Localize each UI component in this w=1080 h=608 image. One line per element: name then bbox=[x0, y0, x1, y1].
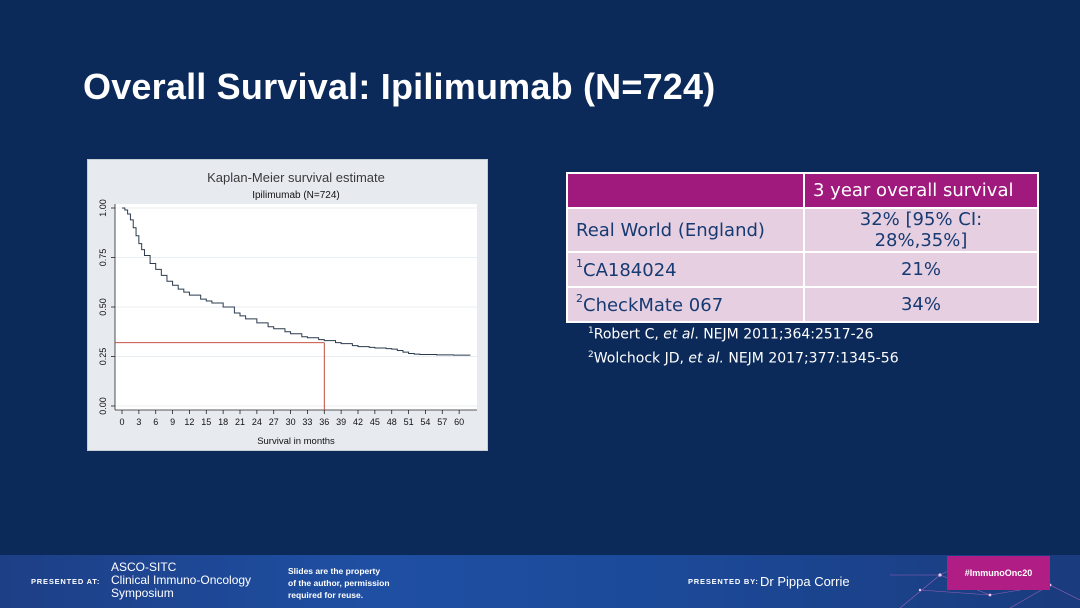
meeting-line: Symposium bbox=[111, 586, 174, 600]
chart-subtitle: Ipilimumab (N=724) bbox=[252, 190, 340, 201]
note-line: of the author, permission bbox=[288, 578, 390, 588]
table-header-row: 3 year overall survival bbox=[566, 172, 1039, 209]
x-axis-label: Survival in months bbox=[257, 436, 335, 447]
slide-title: Overall Survival: Ipilimumab (N=724) bbox=[83, 66, 716, 107]
row-label: Real World (England) bbox=[576, 220, 765, 241]
x-tick-label: 27 bbox=[269, 417, 279, 427]
table-header-survival: 3 year overall survival bbox=[803, 172, 1039, 209]
x-tick-label: 54 bbox=[420, 417, 430, 427]
x-tick-label: 45 bbox=[370, 417, 380, 427]
ref-text: NEJM 2017;377:1345-56 bbox=[723, 350, 899, 367]
reference-item: 2Wolchock JD, et al. NEJM 2017;377:1345-… bbox=[588, 345, 899, 369]
x-tick-label: 15 bbox=[201, 417, 211, 427]
ref-text: . NEJM 2011;364:2517-26 bbox=[694, 326, 874, 343]
y-tick-label: 0.50 bbox=[98, 298, 108, 316]
x-tick-label: 30 bbox=[286, 417, 296, 427]
references: 1Robert C, et al. NEJM 2011;364:2517-26 … bbox=[588, 321, 899, 368]
table-cell-value: 32% [95% CI: 28%,35%] bbox=[803, 207, 1039, 253]
table-cell-value: 21% bbox=[803, 251, 1039, 288]
y-tick-label: 0.25 bbox=[98, 348, 108, 366]
reference-item: 1Robert C, et al. NEJM 2011;364:2517-26 bbox=[588, 321, 899, 345]
x-tick-label: 51 bbox=[404, 417, 414, 427]
ref-text: Robert C, bbox=[593, 326, 664, 343]
ref-italic: et al bbox=[663, 326, 695, 343]
x-tick-label: 39 bbox=[336, 417, 346, 427]
table-cell-label: Real World (England) bbox=[566, 207, 805, 253]
meeting-line: ASCO-SITC bbox=[111, 560, 177, 574]
ref-text: Wolchock JD, bbox=[593, 350, 689, 367]
y-tick-label: 0.75 bbox=[98, 249, 108, 267]
y-tick-label: 1.00 bbox=[98, 199, 108, 217]
table-cell-value: 34% bbox=[803, 286, 1039, 323]
x-tick-label: 18 bbox=[218, 417, 228, 427]
x-tick-label: 0 bbox=[119, 417, 124, 427]
kaplan-meier-chart: Kaplan-Meier survival estimate Ipilimuma… bbox=[87, 159, 488, 451]
table-row: Real World (England) 32% [95% CI: 28%,35… bbox=[566, 207, 1039, 253]
ref-italic: et al. bbox=[688, 350, 724, 367]
x-tick-label: 24 bbox=[252, 417, 262, 427]
ref-superscript: 1 bbox=[588, 326, 594, 336]
chart-title: Kaplan-Meier survival estimate bbox=[207, 170, 385, 185]
presented-by-label: PRESENTED BY: bbox=[688, 577, 759, 586]
x-tick-label: 36 bbox=[319, 417, 329, 427]
x-tick-label: 6 bbox=[153, 417, 158, 427]
x-tick-label: 57 bbox=[437, 417, 447, 427]
meeting-name: ASCO-SITC Clinical Immuno-Oncology Sympo… bbox=[111, 561, 251, 600]
survival-curve bbox=[122, 207, 471, 356]
row-label: CA184024 bbox=[583, 259, 677, 281]
note-line: Slides are the property bbox=[288, 566, 381, 576]
table-cell-label: 2CheckMate 067 bbox=[566, 286, 805, 323]
x-tick-label: 3 bbox=[136, 417, 141, 427]
note-line: required for reuse. bbox=[288, 590, 364, 600]
footer-bar: PRESENTED AT: ASCO-SITC Clinical Immuno-… bbox=[0, 555, 1080, 608]
row-superscript: 2 bbox=[576, 291, 583, 305]
x-tick-label: 33 bbox=[302, 417, 312, 427]
x-tick-label: 12 bbox=[184, 417, 194, 427]
table-header-empty bbox=[566, 172, 805, 209]
row-superscript: 1 bbox=[576, 256, 583, 270]
y-tick-label: 0.00 bbox=[98, 397, 108, 415]
x-tick-label: 9 bbox=[170, 417, 175, 427]
ref-superscript: 2 bbox=[588, 349, 594, 360]
x-tick-label: 21 bbox=[235, 417, 245, 427]
table-cell-label: 1CA184024 bbox=[566, 251, 805, 288]
x-tick-label: 60 bbox=[454, 417, 464, 427]
presenter-name: Dr Pippa Corrie bbox=[760, 574, 850, 589]
chart-svg: Kaplan-Meier survival estimate Ipilimuma… bbox=[98, 170, 477, 447]
survival-table: 3 year overall survival Real World (Engl… bbox=[566, 172, 1039, 323]
meeting-line: Clinical Immuno-Oncology bbox=[111, 573, 252, 587]
table-row: 2CheckMate 067 34% bbox=[566, 286, 1039, 323]
x-tick-label: 48 bbox=[387, 417, 397, 427]
table-row: 1CA184024 21% bbox=[566, 251, 1039, 288]
presented-at-label: PRESENTED AT: bbox=[31, 577, 101, 586]
copyright-note: Slides are the property of the author, p… bbox=[288, 565, 390, 601]
row-label: CheckMate 067 bbox=[583, 294, 724, 316]
x-tick-label: 42 bbox=[353, 417, 363, 427]
hashtag-badge: #ImmunoOnc20 bbox=[947, 556, 1050, 590]
